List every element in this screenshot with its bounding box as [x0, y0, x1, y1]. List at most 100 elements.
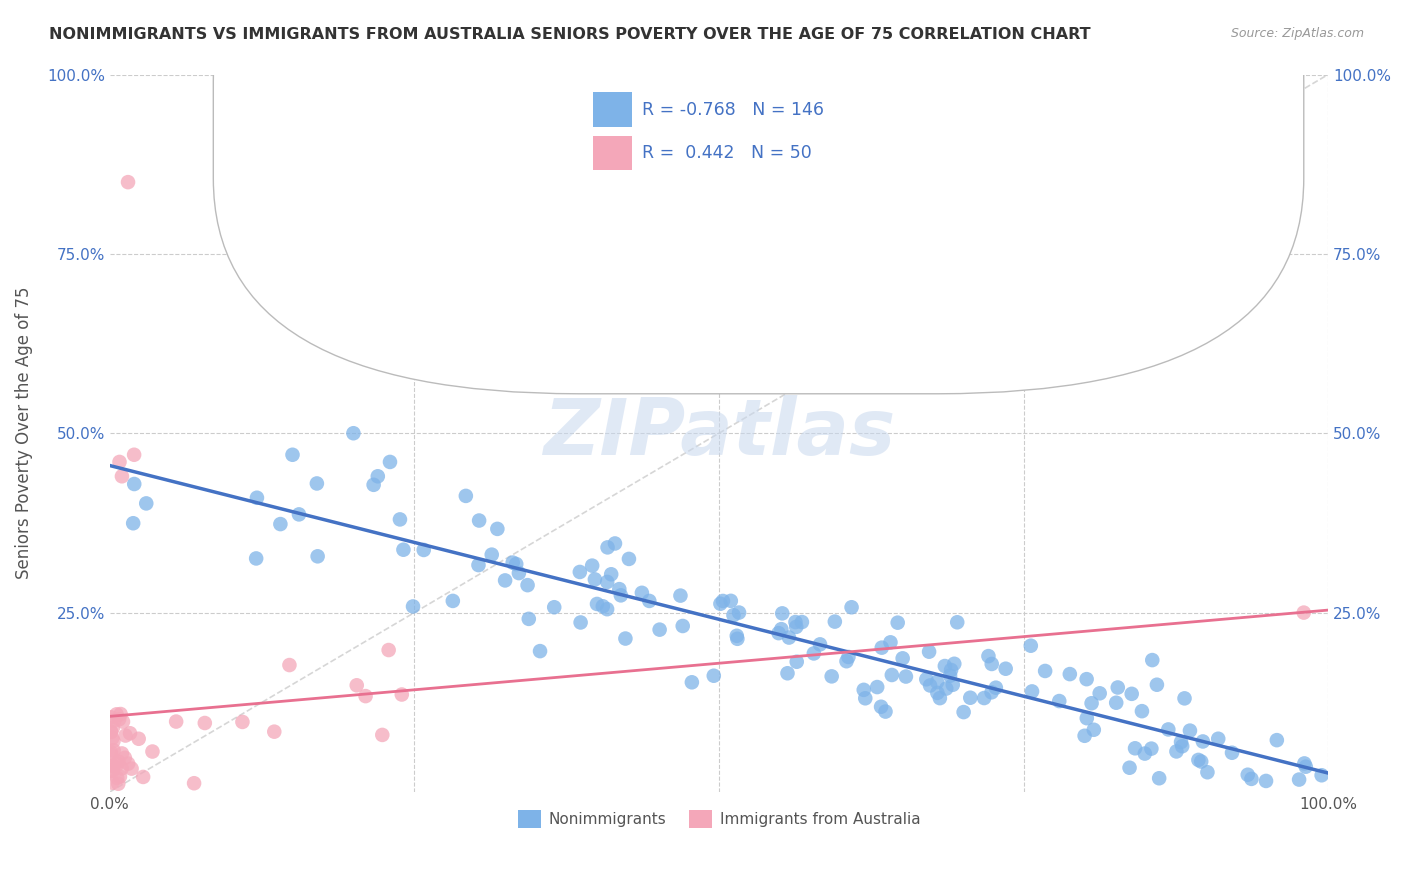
Point [1236, 768, 1258, 782]
Point [1140, 741, 1163, 756]
Point [596, 574, 619, 589]
Point [669, 589, 692, 603]
Point [943, 657, 966, 671]
Point [875, 705, 897, 719]
Point [568, 565, 591, 579]
Point [1121, 687, 1143, 701]
Point [596, 602, 619, 616]
Point [517, 612, 540, 626]
Point [118, 726, 141, 740]
Point [1220, 746, 1243, 760]
Point [1147, 771, 1170, 785]
Point [100, 746, 122, 760]
Point [107, 777, 129, 791]
Point [103, 759, 125, 773]
Point [1288, 772, 1310, 787]
Point [108, 770, 131, 784]
Point [111, 761, 134, 775]
Point [977, 649, 1000, 664]
Point [841, 600, 863, 615]
Point [103, 713, 125, 727]
Text: ZIPatlas: ZIPatlas [543, 395, 896, 471]
Point [412, 543, 434, 558]
Point [853, 691, 876, 706]
Point [596, 541, 619, 555]
Point [1076, 711, 1098, 725]
Point [1157, 723, 1180, 737]
Point [1105, 696, 1128, 710]
Point [720, 594, 742, 608]
Point [785, 615, 807, 629]
Point [1083, 723, 1105, 737]
Y-axis label: Seniors Poverty Over the Age of 75: Seniors Poverty Over the Age of 75 [15, 287, 32, 580]
Point [866, 680, 889, 694]
Point [939, 663, 962, 677]
Point [973, 691, 995, 706]
Point [1171, 739, 1194, 754]
Point [607, 582, 630, 596]
Point [935, 681, 957, 696]
Point [870, 699, 893, 714]
Point [1033, 664, 1056, 678]
Point [942, 678, 965, 692]
Point [367, 469, 389, 483]
Point [505, 557, 527, 571]
Point [1292, 606, 1315, 620]
Point [231, 714, 253, 729]
Point [952, 705, 974, 719]
Point [246, 491, 269, 505]
Point [835, 654, 858, 668]
Point [614, 632, 637, 646]
Point [1173, 691, 1195, 706]
Point [377, 643, 399, 657]
Point [354, 689, 377, 703]
Point [108, 455, 131, 469]
Point [920, 678, 942, 692]
Point [165, 714, 187, 729]
Point [1206, 731, 1229, 746]
Point [467, 558, 489, 572]
Point [107, 755, 129, 769]
Point [946, 615, 969, 630]
Point [508, 566, 530, 580]
Point [1019, 639, 1042, 653]
Point [132, 770, 155, 784]
Point [1189, 755, 1212, 769]
Text: Source: ZipAtlas.com: Source: ZipAtlas.com [1230, 27, 1364, 40]
Point [569, 615, 592, 630]
Point [1130, 704, 1153, 718]
Point [103, 743, 125, 757]
Point [278, 658, 301, 673]
Point [994, 662, 1017, 676]
Point [1240, 772, 1263, 786]
Point [1107, 681, 1129, 695]
Point [768, 626, 790, 640]
Point [122, 477, 145, 491]
Point [703, 669, 725, 683]
Point [346, 678, 368, 692]
Point [785, 620, 807, 634]
Point [101, 731, 124, 746]
Point [101, 758, 124, 772]
Point [402, 599, 425, 614]
Point [728, 606, 751, 620]
Point [111, 747, 134, 761]
Point [638, 594, 661, 608]
Point [1047, 694, 1070, 708]
Point [1059, 667, 1081, 681]
Point [1254, 774, 1277, 789]
Point [516, 578, 538, 592]
Point [100, 764, 122, 778]
Point [1192, 734, 1215, 748]
Point [803, 647, 825, 661]
Point [468, 514, 491, 528]
Point [894, 669, 917, 683]
Point [111, 714, 134, 729]
Point [1076, 672, 1098, 686]
Point [1178, 723, 1201, 738]
Point [603, 536, 626, 550]
Point [122, 516, 145, 531]
Point [441, 594, 464, 608]
Point [778, 631, 800, 645]
Point [101, 721, 124, 735]
